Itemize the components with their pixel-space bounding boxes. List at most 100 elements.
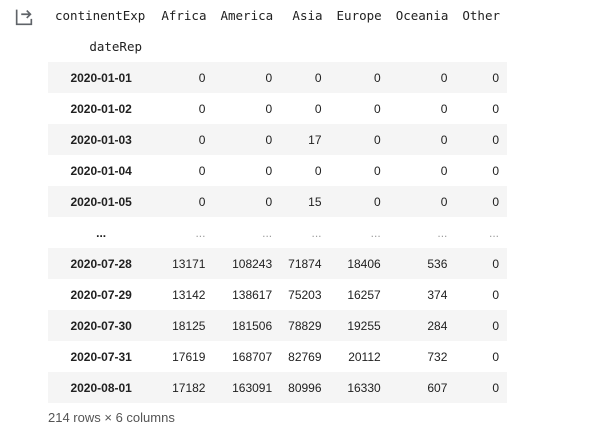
table-row: 2020-07-30 18125 181506 78829 19255 284 0: [48, 310, 508, 341]
table-cell: 163091: [232, 380, 273, 395]
shape-summary: 214 rows × 6 columns: [48, 410, 175, 425]
column-header: America: [220, 8, 274, 23]
table-row: 2020-01-03 0 0 17 0 0 0: [48, 124, 508, 155]
row-index-label: 2020-01-01: [70, 70, 132, 85]
table-cell: 0: [440, 194, 448, 209]
column-header: Africa: [161, 8, 207, 23]
index-name-label: dateRep: [89, 39, 142, 54]
table-row: 2020-01-05 0 0 15 0 0 0: [48, 186, 508, 217]
table-cell: 0: [198, 132, 206, 147]
row-index-label: 2020-01-04: [70, 163, 132, 178]
table-cell: 0: [492, 287, 500, 302]
table-cell: 536: [427, 256, 448, 271]
table-row: 2020-01-02 0 0 0 0 0 0: [48, 93, 508, 124]
table-cell: 20112: [348, 349, 381, 364]
dataframe-body: 2020-01-01 0 0 0 0 0 0 2020-01-02 0 0 0 0 0 0 2020-01-…: [48, 62, 508, 403]
table-cell: 15: [308, 194, 322, 209]
output-redirect-icon: [13, 6, 35, 28]
table-cell: 138617: [232, 287, 273, 302]
column-header: Asia: [292, 8, 323, 23]
table-cell: 108243: [232, 256, 273, 271]
table-cell: 17619: [172, 349, 206, 364]
table-cell: ...: [489, 225, 500, 240]
row-index-label: 2020-07-31: [70, 349, 132, 364]
dataframe-table: continentExp Africa America Asia Europe …: [48, 0, 508, 403]
table-cell: 0: [314, 163, 322, 178]
table-cell: 0: [440, 132, 448, 147]
row-index-label: 2020-07-29: [70, 287, 132, 302]
table-cell: 0: [265, 132, 273, 147]
table-cell: 0: [374, 194, 381, 209]
table-row: .....................: [48, 217, 508, 248]
row-index-label: 2020-01-03: [70, 132, 132, 147]
table-row: 2020-07-29 13142 138617 75203 16257 374 0: [48, 279, 508, 310]
table-cell: 82769: [288, 349, 322, 364]
table-cell: 0: [374, 132, 381, 147]
table-cell: 0: [440, 101, 448, 116]
table-cell: 284: [427, 318, 448, 333]
table-row: 2020-07-31 17619 168707 82769 20112 732 0: [48, 341, 508, 372]
table-cell: 168707: [232, 349, 273, 364]
table-cell: 0: [314, 70, 322, 85]
table-cell: 181506: [232, 318, 273, 333]
table-cell: ...: [195, 225, 206, 240]
table-cell: 0: [374, 101, 381, 116]
table-cell: 0: [440, 70, 448, 85]
table-cell: 0: [492, 101, 500, 116]
table-cell: ...: [262, 225, 273, 240]
table-row: 2020-01-01 0 0 0 0 0 0: [48, 62, 508, 93]
row-index-label: 2020-01-05: [70, 194, 132, 209]
table-cell: ...: [311, 225, 322, 240]
table-cell: 732: [427, 349, 448, 364]
column-header: Europe: [336, 8, 382, 23]
table-cell: 0: [492, 380, 500, 395]
table-cell: 374: [427, 287, 448, 302]
table-cell: 0: [492, 349, 500, 364]
table-cell: 78829: [288, 318, 322, 333]
table-cell: 13142: [172, 287, 206, 302]
column-header: Oceania: [395, 8, 449, 23]
table-cell: 0: [492, 132, 500, 147]
table-cell: 0: [198, 70, 206, 85]
table-cell: 0: [492, 318, 500, 333]
table-cell: 16257: [347, 287, 381, 302]
columns-header-row: continentExp Africa America Asia Europe …: [48, 0, 507, 31]
table-cell: 17182: [172, 380, 206, 395]
table-cell: 0: [265, 194, 273, 209]
table-cell: 0: [492, 163, 500, 178]
table-cell: 0: [265, 70, 273, 85]
table-cell: 75203: [288, 287, 322, 302]
table-row: 2020-08-01 17182 163091 80996 16330 607 0: [48, 372, 508, 403]
table-cell: 80996: [288, 380, 322, 395]
column-header: Other: [462, 8, 501, 23]
columns-name-label: continentExp: [55, 8, 146, 23]
table-cell: 16330: [347, 380, 381, 395]
table-cell: 0: [492, 70, 500, 85]
index-header-row: dateRep: [48, 31, 507, 62]
table-cell: 0: [492, 194, 500, 209]
table-cell: 19255: [347, 318, 381, 333]
table-cell: 0: [198, 101, 206, 116]
row-index-label: ...: [96, 225, 107, 240]
table-row: 2020-07-28 13171 108243 71874 18406 536 0: [48, 248, 508, 279]
table-cell: 71874: [288, 256, 322, 271]
table-cell: 0: [440, 163, 448, 178]
table-cell: 18406: [347, 256, 381, 271]
table-cell: 18125: [172, 318, 206, 333]
table-row: 2020-01-04 0 0 0 0 0 0: [48, 155, 508, 186]
table-cell: 0: [374, 70, 381, 85]
table-cell: 607: [427, 380, 448, 395]
row-index-label: 2020-07-28: [70, 256, 132, 271]
table-cell: 0: [198, 194, 206, 209]
table-cell: 17: [308, 132, 322, 147]
table-cell: 0: [198, 163, 206, 178]
table-cell: 13171: [172, 256, 206, 271]
table-cell: 0: [492, 256, 500, 271]
table-cell: 0: [265, 101, 273, 116]
table-cell: ...: [437, 225, 448, 240]
table-cell: 0: [374, 163, 381, 178]
table-cell: ...: [370, 225, 381, 240]
table-cell: 0: [314, 101, 322, 116]
table-cell: 0: [265, 163, 273, 178]
row-index-label: 2020-07-30: [70, 318, 132, 333]
